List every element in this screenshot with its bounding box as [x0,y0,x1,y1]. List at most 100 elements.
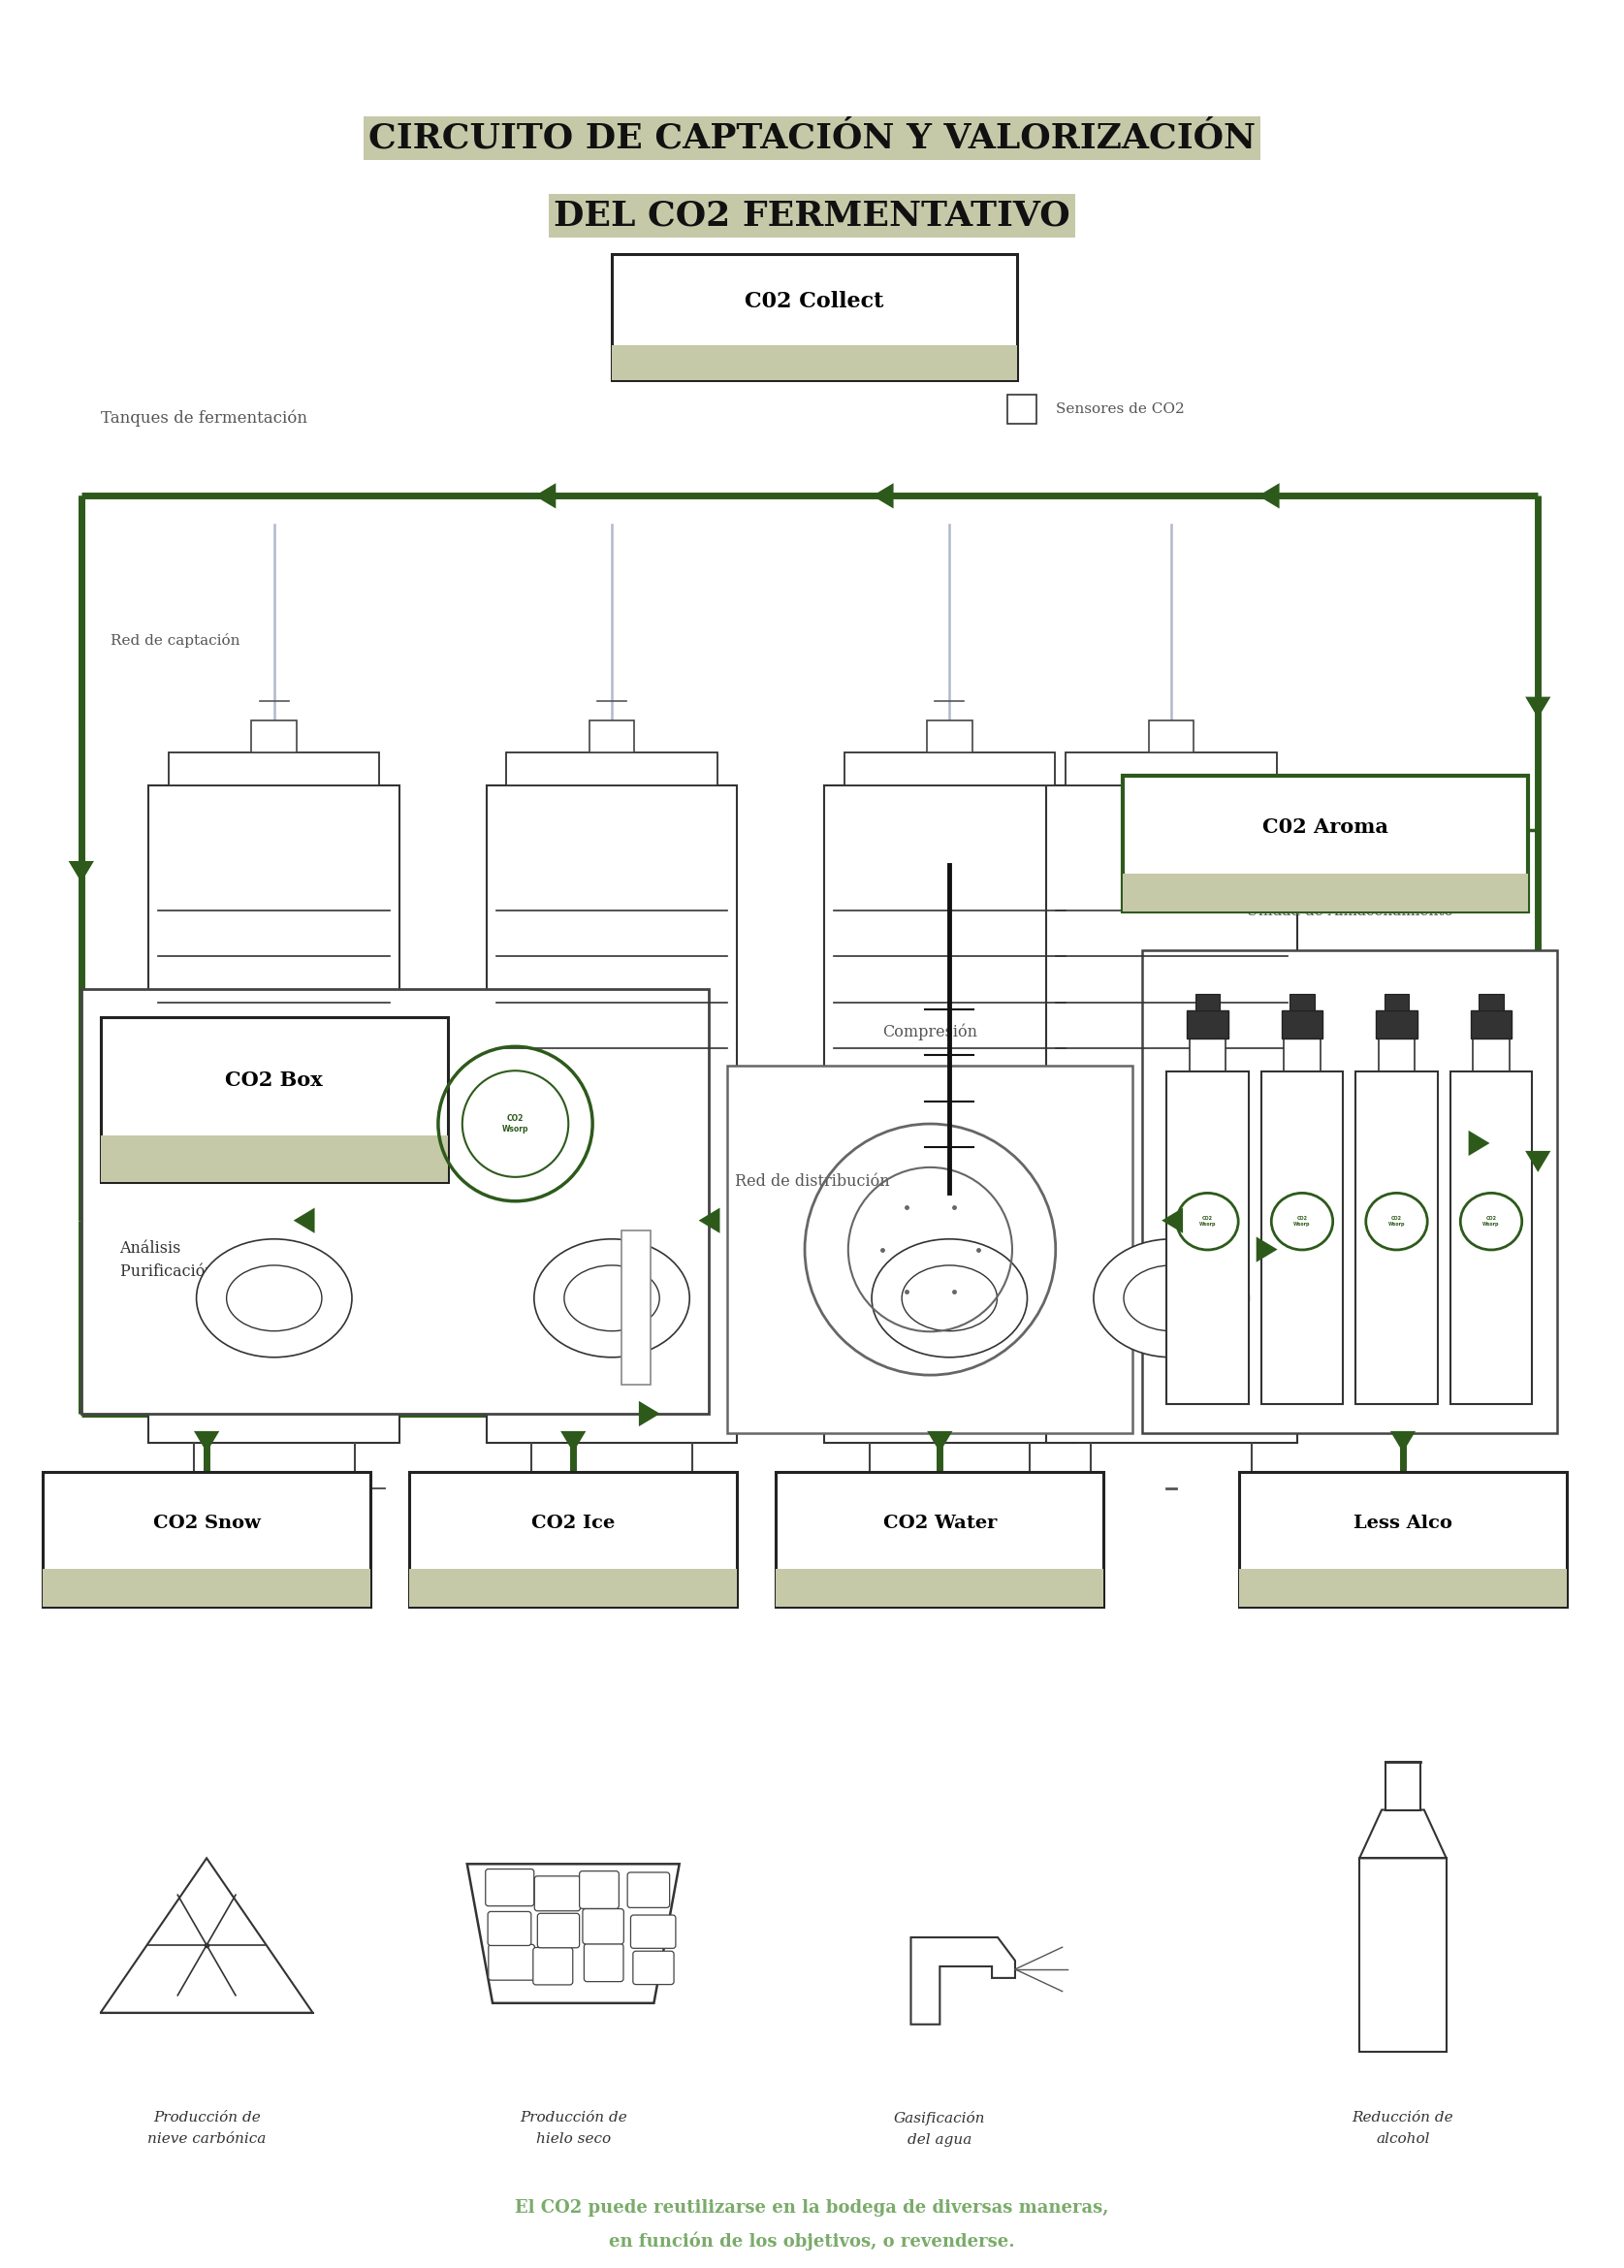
Bar [42,1569,370,1608]
Text: CO2 Water: CO2 Water [883,1515,997,1531]
Polygon shape [68,862,94,882]
Polygon shape [638,1402,659,1427]
Polygon shape [1525,696,1551,719]
Bar [409,1472,737,1608]
Polygon shape [872,483,893,508]
Bar [169,753,380,785]
Text: CO2 Ice: CO2 Ice [531,1515,615,1531]
Bar [81,989,708,1413]
Bar [1285,1034,1320,1070]
Bar [1473,1034,1509,1070]
Bar [1124,873,1528,912]
Bar [1471,1012,1512,1039]
FancyBboxPatch shape [487,1912,531,1946]
Text: Unidad de Almacenamiento: Unidad de Almacenamiento [1246,905,1453,919]
Text: CO2
Wsorp: CO2 Wsorp [1389,1216,1405,1227]
Text: Reducción de
alcohol: Reducción de alcohol [1353,2112,1453,2146]
Ellipse shape [226,1266,322,1331]
Text: CO2 Box: CO2 Box [226,1070,323,1089]
Bar [101,1018,448,1182]
Bar [1384,993,1410,1012]
FancyBboxPatch shape [533,1948,573,1984]
Bar [823,785,1075,1442]
FancyBboxPatch shape [489,1944,534,1980]
Ellipse shape [1093,1238,1249,1356]
Polygon shape [1468,1129,1489,1157]
Bar [1262,1070,1343,1404]
Bar [1379,1034,1415,1070]
Bar [42,1472,370,1608]
Text: CO2
Wsorp: CO2 Wsorp [502,1114,529,1134]
Text: Compresión: Compresión [883,1023,978,1041]
Text: Gasificación
del agua: Gasificación del agua [895,2112,986,2146]
Text: El CO2 puede reutilizarse en la bodega de diversas maneras,
en función de los ob: El CO2 puede reutilizarse en la bodega d… [515,2200,1109,2252]
Bar [1239,1472,1567,1608]
Bar [409,1569,737,1608]
Text: Less Alco: Less Alco [1353,1515,1452,1531]
Polygon shape [560,1431,586,1452]
Text: Análisis
Purificación de CO2: Análisis Purificación de CO2 [120,1241,278,1281]
Ellipse shape [534,1238,690,1356]
Text: C02 Aroma: C02 Aroma [1263,819,1389,837]
Bar [1065,753,1276,785]
Bar [1239,1569,1567,1608]
Bar [1007,395,1036,424]
Polygon shape [1259,483,1280,508]
FancyBboxPatch shape [583,1910,624,1944]
Polygon shape [1161,1209,1182,1234]
Bar [1046,785,1298,1442]
Polygon shape [1525,1150,1551,1173]
Text: CO2
Wsorp: CO2 Wsorp [1199,1216,1216,1227]
FancyBboxPatch shape [538,1914,580,1948]
Bar [1281,1012,1322,1039]
FancyBboxPatch shape [534,1876,580,1912]
FancyBboxPatch shape [486,1869,534,1905]
Text: DEL CO2 FERMENTATIVO: DEL CO2 FERMENTATIVO [554,200,1070,231]
Bar [927,719,973,753]
Polygon shape [534,483,555,508]
Bar [487,785,737,1442]
Polygon shape [294,1209,315,1234]
Text: Producción de
hielo seco: Producción de hielo seco [520,2112,627,2146]
Bar [590,719,635,753]
Bar [1356,1070,1437,1404]
Bar [1289,993,1314,1012]
Ellipse shape [872,1238,1028,1356]
Text: Tanques de fermentación: Tanques de fermentación [101,411,307,426]
Bar [1124,776,1528,912]
FancyBboxPatch shape [580,1871,619,1910]
Bar [1450,1070,1531,1404]
Bar [507,753,718,785]
Polygon shape [1390,1431,1416,1452]
FancyBboxPatch shape [630,1914,676,1948]
Bar [1142,950,1557,1433]
Bar [1187,1012,1228,1039]
Text: C02 Collect: C02 Collect [745,290,883,313]
Polygon shape [193,1431,219,1452]
Ellipse shape [564,1266,659,1331]
Text: CO2
Wsorp: CO2 Wsorp [1294,1216,1311,1227]
Bar [612,345,1017,379]
Text: Producción de
nieve carbónica: Producción de nieve carbónica [148,2112,266,2146]
Bar [101,1136,448,1182]
Bar [776,1569,1104,1608]
Text: Red de captación: Red de captación [110,633,240,649]
FancyBboxPatch shape [633,1950,674,1984]
Bar [149,785,400,1442]
Polygon shape [698,1209,719,1234]
Bar [1385,1762,1421,1810]
Bar [612,254,1017,379]
Bar [1166,1070,1249,1404]
Bar [1359,1857,1447,2050]
Ellipse shape [1124,1266,1220,1331]
Ellipse shape [197,1238,352,1356]
Bar [776,1472,1104,1608]
Polygon shape [927,1431,953,1452]
Bar [1376,1012,1418,1039]
Bar [622,1229,650,1386]
Text: CO2 Snow: CO2 Snow [153,1515,260,1531]
Bar [252,719,297,753]
FancyBboxPatch shape [585,1944,624,1982]
Polygon shape [1257,1236,1278,1263]
Bar [1189,1034,1226,1070]
